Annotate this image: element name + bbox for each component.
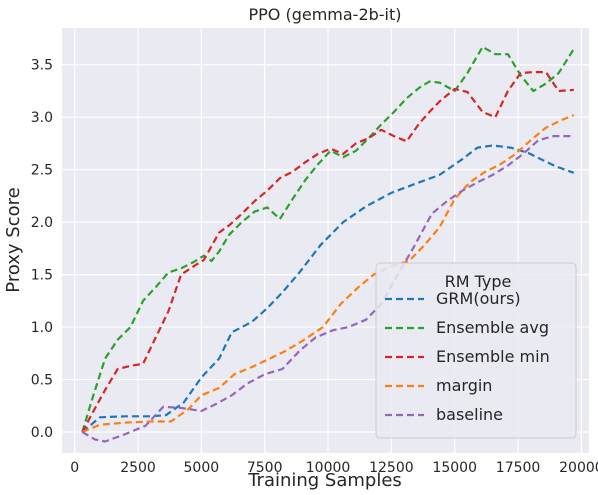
- legend: RM Type GRM(ours) Ensemble avg Ensemble mi…: [375, 262, 577, 439]
- x-tick-label: 5000: [184, 460, 220, 476]
- series-layer: [81, 45, 575, 443]
- y-tick-label: 2.0: [31, 215, 53, 231]
- x-tick-label: 0: [70, 460, 79, 476]
- chart-title: PPO (gemma-2b-it): [248, 5, 401, 24]
- x-tick-label: 2500: [120, 460, 156, 476]
- series-line-ensemble-avg: [81, 45, 575, 433]
- x-axis-label: Training Samples: [247, 470, 402, 491]
- series-line-grm-ours: [81, 144, 575, 433]
- y-tick-label: 2.5: [31, 163, 53, 179]
- y-tick-label: 1.0: [31, 320, 53, 336]
- legend-label: GRM(ours): [436, 289, 521, 308]
- series-line-margin: [81, 114, 575, 434]
- legend-title: RM Type: [445, 272, 512, 291]
- legend-label: Ensemble avg: [436, 318, 549, 337]
- y-tick-label: 0.0: [31, 425, 53, 441]
- y-tick-label: 0.5: [31, 373, 53, 389]
- x-tick-label: 15000: [432, 460, 477, 476]
- series-line-ensemble-min: [81, 70, 574, 433]
- legend-label: baseline: [436, 405, 503, 424]
- legend-box: [375, 262, 577, 439]
- y-axis-label: Proxy Score: [3, 187, 24, 292]
- y-tick-label: 3.5: [31, 58, 53, 74]
- legend-label: Ensemble min: [436, 347, 550, 366]
- y-tick-label: 1.5: [31, 268, 53, 284]
- legend-entries: GRM(ours) Ensemble avg Ensemble min margin b…: [385, 289, 550, 424]
- x-tick-label: 10000: [306, 460, 351, 476]
- x-tick-label: 17500: [496, 460, 541, 476]
- legend-label: margin: [436, 376, 492, 395]
- series-line-baseline: [81, 135, 574, 443]
- x-tick-label: 7500: [247, 460, 283, 476]
- y-tick-label: 3.0: [31, 110, 53, 126]
- x-tick-label: 12500: [369, 460, 414, 476]
